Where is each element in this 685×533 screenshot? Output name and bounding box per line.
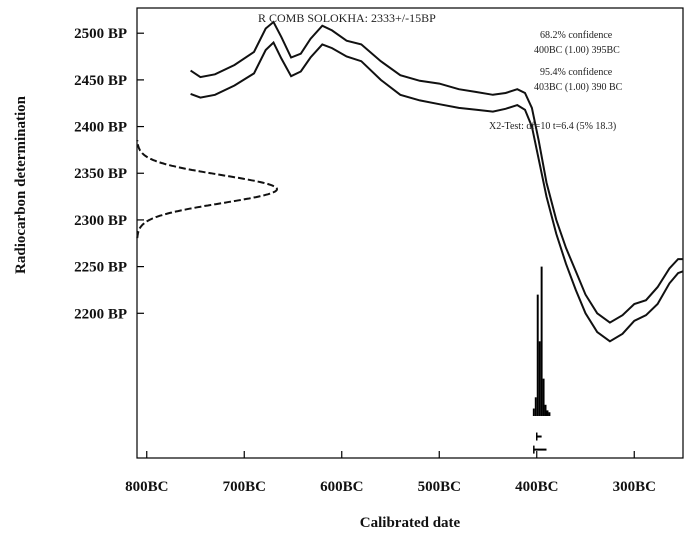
x-tick-label: 500BC	[418, 479, 461, 495]
annotation-chi-test: X2-Test: df=10 t=6.4 (5% 18.3)	[489, 121, 616, 132]
histogram-bar	[542, 378, 545, 416]
histogram-bar	[532, 408, 535, 416]
x-tick-label: 700BC	[223, 479, 266, 495]
y-axis-ticks: 2500 BP 2450 BP 2400 BP 2350 BP 2300 BP 2250 …	[74, 26, 144, 322]
x-tick-label: 300BC	[613, 479, 656, 495]
x-axis-ticks: 800BC 700BC 600BC 500BC 400BC 300BC	[125, 451, 656, 495]
histogram-bar	[534, 397, 537, 416]
histogram-bar	[546, 410, 549, 416]
chart-title: R COMB SOLOKHA: 2333+/-15BP	[258, 11, 436, 25]
y-tick-label: 2300 BP	[74, 213, 127, 229]
y-tick-label: 2200 BP	[74, 306, 127, 322]
annotation-68-range: 400BC (1.00) 395BC	[534, 45, 620, 56]
calibration-curves	[190, 20, 684, 343]
calibration-curve-lower	[190, 40, 684, 343]
y-tick-label: 2250 BP	[74, 260, 127, 276]
y-axis-title: Radiocarbon determination	[13, 95, 29, 274]
calibration-curve-upper	[190, 20, 683, 324]
histogram-bar	[536, 294, 539, 416]
measurement-gaussian	[136, 140, 279, 239]
y-tick-label: 2400 BP	[74, 120, 127, 136]
x-tick-label: 400BC	[515, 479, 558, 495]
histogram-bar	[540, 266, 543, 416]
histogram-bar	[548, 412, 551, 416]
y-tick-label: 2500 BP	[74, 26, 127, 42]
annotation-95-range: 403BC (1.00) 390 BC	[534, 82, 623, 93]
posterior-histogram	[532, 266, 551, 416]
annotation-95-label: 95.4% confidence	[540, 67, 613, 78]
y-tick-label: 2450 BP	[74, 73, 127, 89]
y-tick-label: 2350 BP	[74, 166, 127, 182]
annotation-68-label: 68.2% confidence	[540, 30, 613, 41]
x-tick-label: 800BC	[125, 479, 168, 495]
histogram-bar	[538, 341, 541, 416]
histogram-bar	[544, 404, 547, 416]
measurement-distribution	[136, 140, 279, 239]
x-axis-title: Calibrated date	[360, 515, 461, 531]
x-tick-label: 600BC	[320, 479, 363, 495]
range-brackets	[533, 432, 547, 454]
